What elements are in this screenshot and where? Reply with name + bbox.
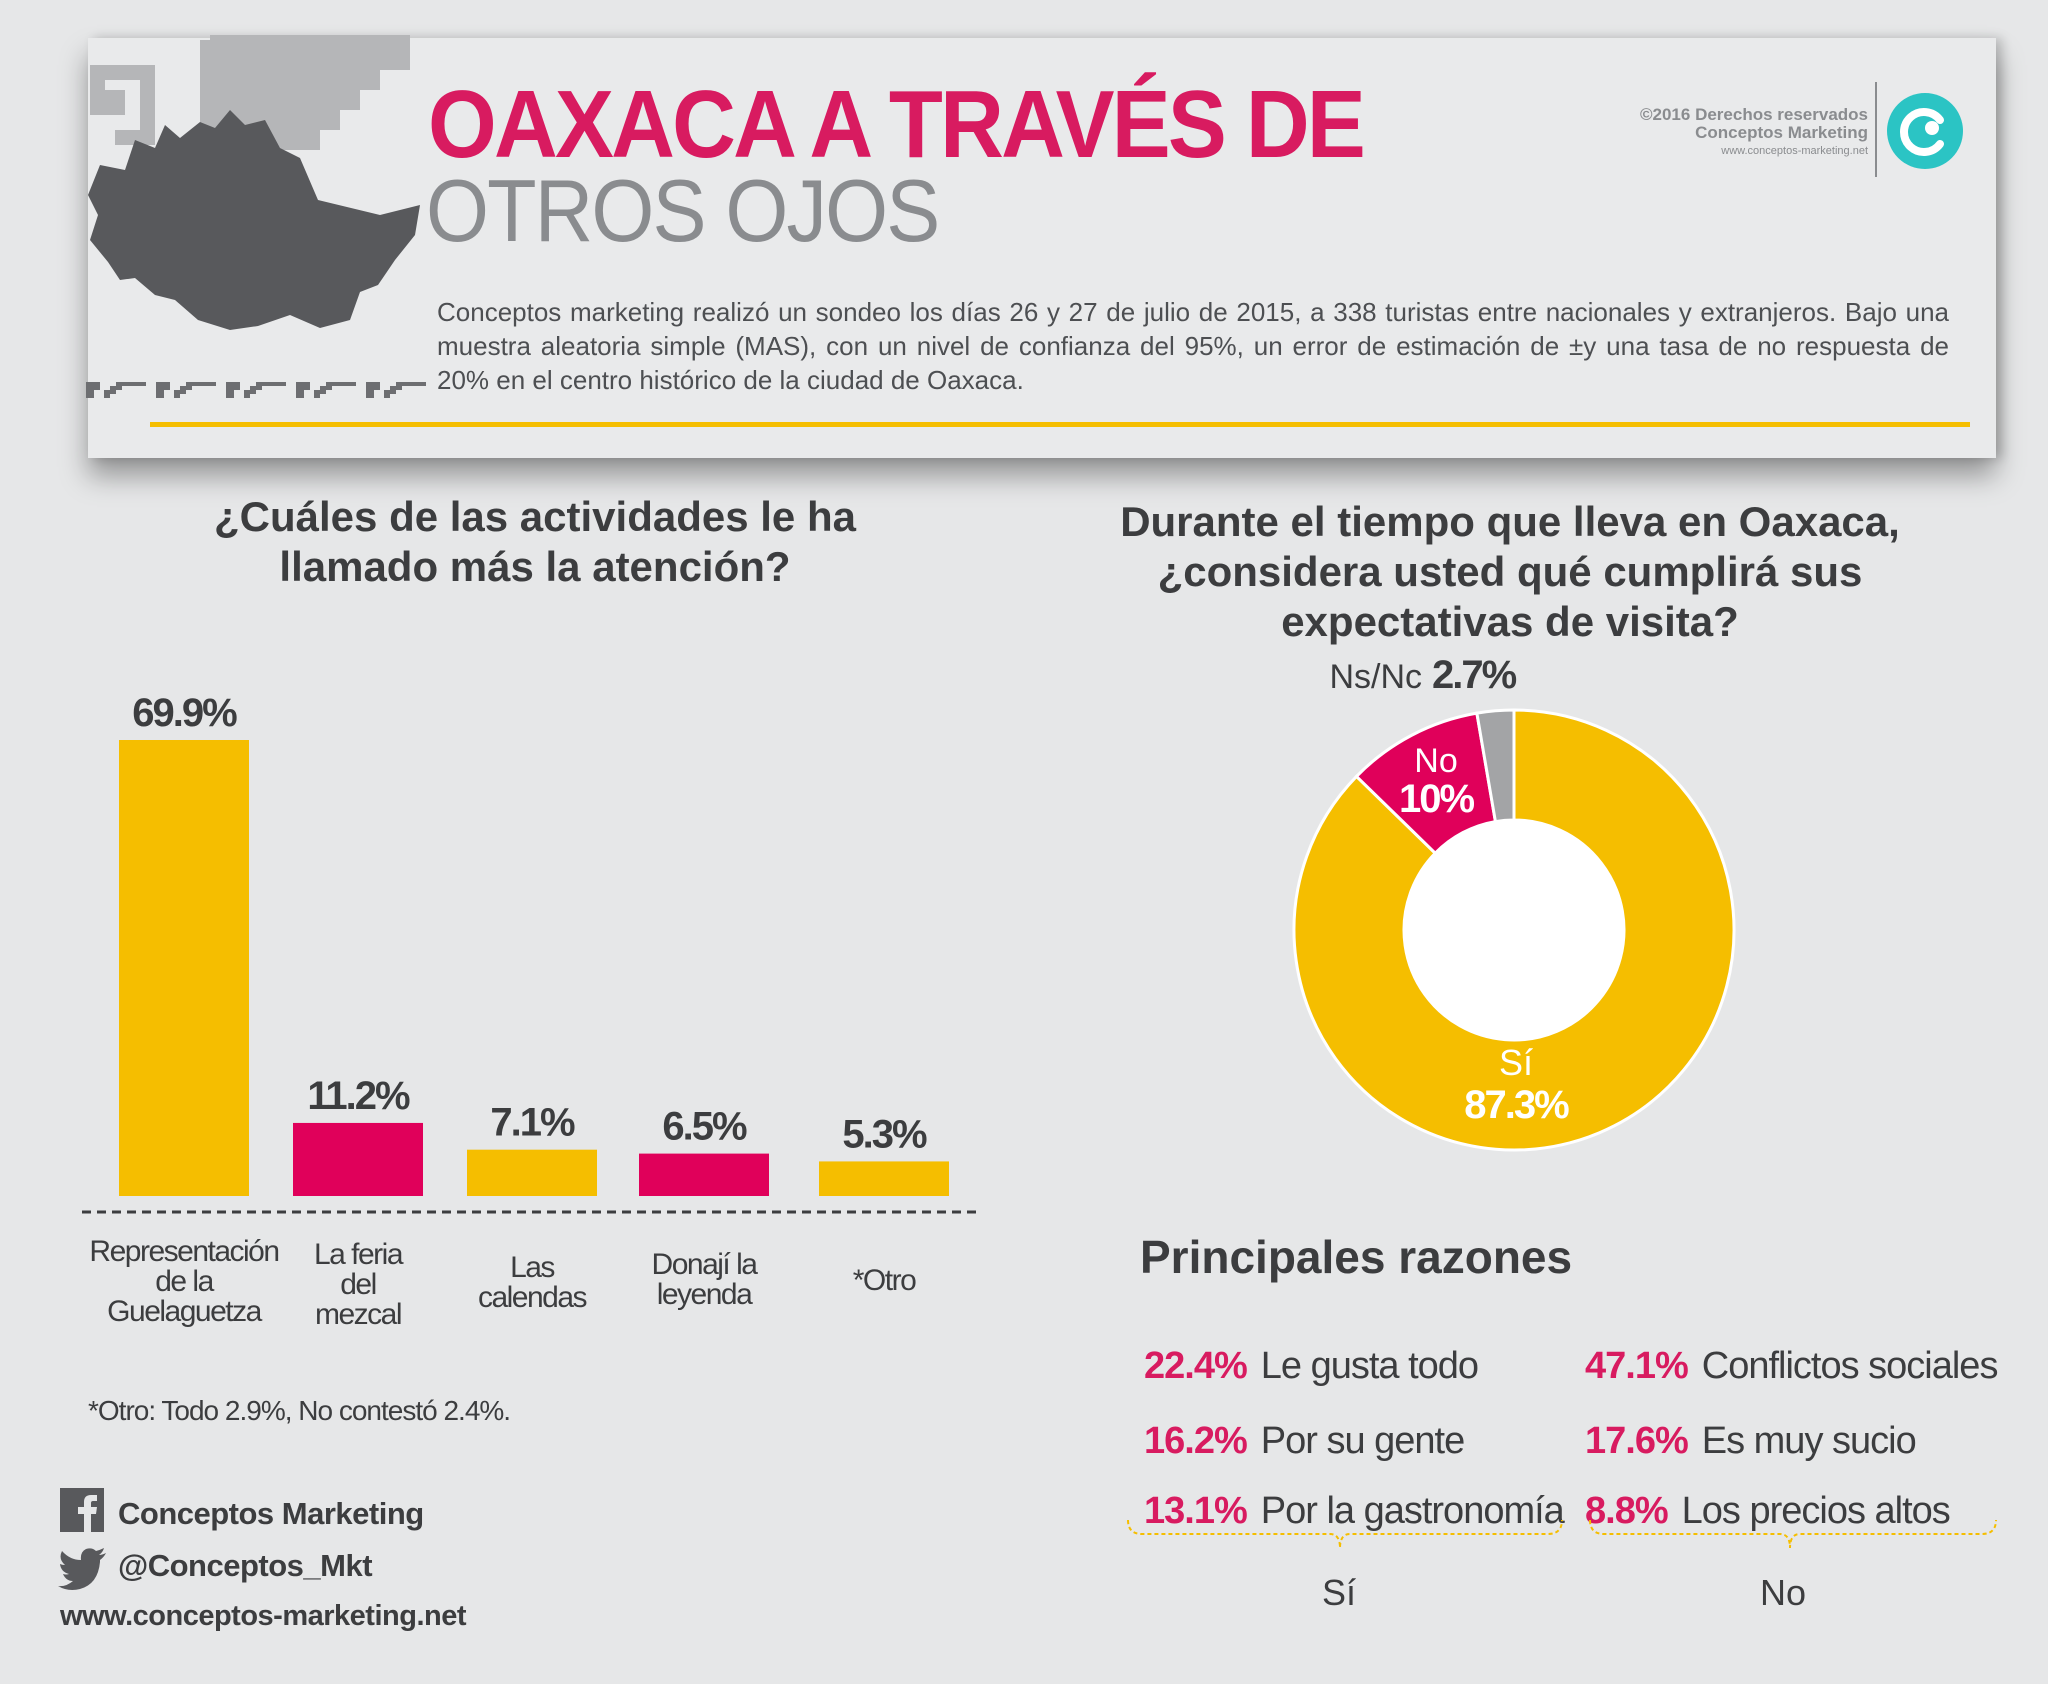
reason-row-no: 17.6% Es muy sucio (1585, 1420, 1917, 1463)
reason-pct: 13.1% (1144, 1490, 1248, 1532)
facebook-icon (60, 1488, 104, 1532)
bar-category-label: Representación de la Guelaguetza (84, 1237, 284, 1327)
bar-category-label: La feria del mezcal (258, 1240, 458, 1330)
oaxaca-map-illustration (88, 35, 420, 330)
donut-value-si: 87.3% (1464, 1083, 1569, 1127)
reason-text: Le gusta todo (1260, 1345, 1479, 1387)
website-link[interactable]: www.conceptos-marketing.net (60, 1600, 467, 1632)
donut-slice-1 (1292, 708, 1736, 1152)
conceptos-logo-icon (1887, 93, 1963, 169)
bar-category-label-line: mezcal (314, 1298, 403, 1331)
gold-divider (150, 422, 1970, 427)
bar-category-label-line: de la (155, 1265, 214, 1298)
title-line2: OTROS OJOS (426, 161, 940, 260)
reason-pct: 47.1% (1585, 1345, 1689, 1387)
bar-category-label-line: calendas (477, 1281, 588, 1314)
header-card (88, 38, 1996, 458)
reason-row-no: 8.8% Los precios altos (1585, 1490, 1951, 1533)
bar-chart: 69.9% 11.2% 7.1% 6.5% 5.3% (82, 691, 982, 1214)
bar-1 (119, 740, 249, 1196)
bracket-label-si: Sí (1322, 1572, 1357, 1613)
reason-text: Es muy sucio (1701, 1420, 1917, 1462)
facebook-handle[interactable]: Conceptos Marketing (118, 1496, 424, 1531)
company-website-small: www.conceptos-marketing.net (1721, 145, 1868, 157)
bar-value-label: 5.3% (842, 1112, 927, 1156)
bar-value-label: 69.9% (132, 691, 237, 735)
bar-category-label-line: Las (510, 1251, 555, 1284)
bar-category-label: *Otro (784, 1266, 984, 1296)
title-line1: OAXACA A TRAVÉS DE (428, 71, 1366, 178)
bracket-no (1589, 1519, 1997, 1549)
bar-question-title: ¿Cuáles de las actividades le ha llamado… (214, 493, 856, 590)
copyright-block: ©2016 Derechos reservados Conceptos Mark… (1640, 106, 1868, 160)
donut-label-no: No (1414, 742, 1457, 780)
reason-pct: 8.8% (1585, 1490, 1669, 1532)
bar-4 (639, 1153, 769, 1196)
twitter-icon (58, 1548, 106, 1590)
donut-slice-3 (1475, 708, 1516, 824)
bar-2 (293, 1122, 423, 1196)
donut-label-nsnc: Ns/Nc (1329, 658, 1422, 696)
reason-text: Los precios altos (1681, 1490, 1951, 1532)
donut-value-no: 10% (1399, 777, 1474, 821)
donut-question-title: Durante el tiempo que lleva en Oaxaca, ¿… (1120, 498, 1900, 645)
reason-text: Por la gastronomía (1260, 1490, 1565, 1532)
reasons-title: Principales razones (1140, 1231, 1573, 1283)
donut-hole (1405, 821, 1623, 1039)
bracket-label-no: No (1760, 1572, 1807, 1613)
reason-pct: 22.4% (1144, 1345, 1248, 1387)
donut-value-nsnc: 2.7% (1432, 653, 1517, 697)
bar-category-label-line: *Otro (852, 1264, 917, 1297)
reason-text: Conflictos sociales (1701, 1345, 1999, 1387)
reason-pct: 17.6% (1585, 1420, 1689, 1462)
reason-row-no: 47.1% Conflictos sociales (1585, 1345, 1999, 1388)
bar-category-label-line: leyenda (656, 1278, 753, 1311)
bar-category-label: Donají la leyenda (604, 1250, 804, 1310)
logo-divider (1875, 82, 1877, 177)
bar-value-label: 7.1% (490, 1101, 575, 1145)
reason-pct: 16.2% (1144, 1420, 1248, 1462)
twitter-handle[interactable]: @Conceptos_Mkt (118, 1548, 373, 1583)
intro-paragraph: Conceptos marketing realizó un sondeo lo… (437, 297, 1949, 395)
copyright-text: ©2016 Derechos reservados (1640, 105, 1868, 124)
bar-3 (467, 1149, 597, 1196)
bar-category-label-line: Guelaguetza (107, 1295, 262, 1328)
bar-5 (819, 1161, 949, 1196)
bar-category-label-line: del (340, 1268, 377, 1301)
donut-label-si: Sí (1499, 1042, 1533, 1083)
bar-footnote: *Otro: Todo 2.9%, No contestó 2.4%. (88, 1395, 511, 1426)
reason-row-si: 22.4% Le gusta todo (1144, 1345, 1479, 1388)
bar-category-label-line: La feria (313, 1238, 404, 1271)
reason-row-si: 13.1% Por la gastronomía (1144, 1490, 1565, 1533)
bar-category-label-line: Representación (89, 1235, 280, 1268)
bar-category-label-line: Donají la (651, 1248, 758, 1281)
reason-row-si: 16.2% Por su gente (1144, 1420, 1465, 1463)
bar-category-label: Las calendas (432, 1253, 632, 1313)
bar-value-label: 11.2% (307, 1074, 410, 1118)
reason-text: Por su gente (1260, 1420, 1465, 1462)
bracket-si (1127, 1519, 1563, 1549)
reasons-brackets (1127, 1519, 1997, 1549)
bar-value-label: 6.5% (662, 1105, 747, 1149)
company-name: Conceptos Marketing (1695, 123, 1868, 142)
